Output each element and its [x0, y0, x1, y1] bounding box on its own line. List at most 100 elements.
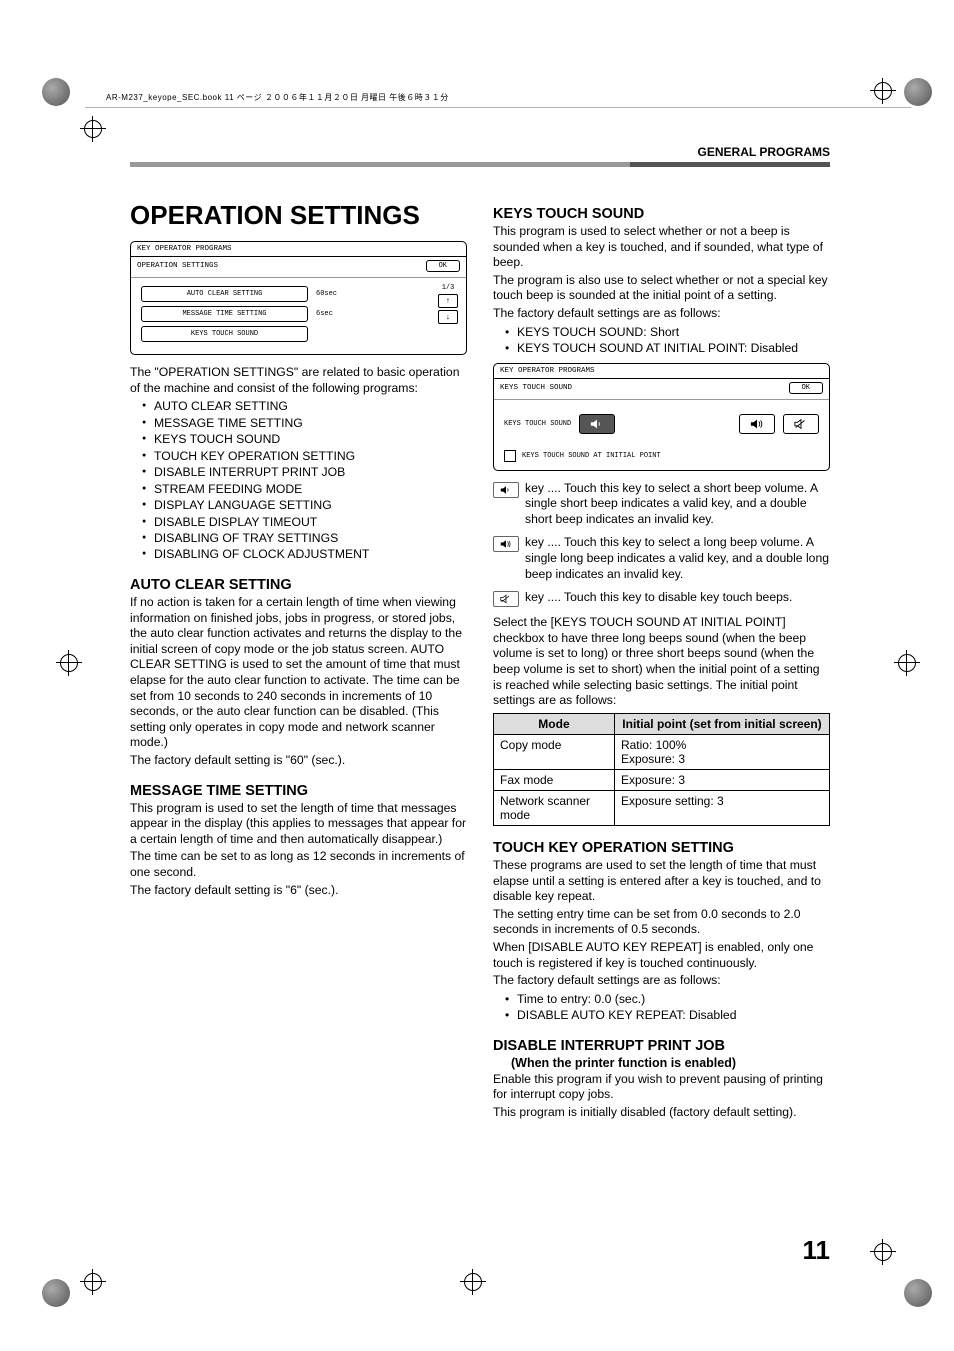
registration-ml [56, 650, 82, 676]
key-text: key .... Touch this key to disable key t… [525, 590, 830, 607]
pager-count: 1/3 [438, 284, 458, 292]
initial-point-table: Mode Initial point (set from initial scr… [493, 713, 830, 826]
section-title-touch-key: TOUCH KEY OPERATION SETTING [493, 840, 830, 856]
registration-bl [80, 1269, 106, 1295]
menu-btn-keys-touch[interactable]: KEYS TOUCH SOUND [141, 326, 308, 342]
body-text: The factory default settings are as foll… [493, 306, 830, 322]
sound-label: KEYS TOUCH SOUND [504, 420, 571, 428]
menu-val: 60sec [316, 290, 456, 298]
body-text: This program is used to set the length o… [130, 801, 467, 848]
list-item: DISPLAY LANGUAGE SETTING [142, 497, 467, 513]
list-item: KEYS TOUCH SOUND [142, 431, 467, 447]
menu-btn-auto-clear[interactable]: AUTO CLEAR SETTING [141, 286, 308, 302]
speaker-short-icon [493, 482, 519, 498]
table-row: Copy mode Ratio: 100% Exposure: 3 [494, 734, 830, 769]
list-item: KEYS TOUCH SOUND: Short [505, 324, 830, 340]
list-item: DISABLE INTERRUPT PRINT JOB [142, 464, 467, 480]
pager-down-button[interactable]: ↓ [438, 310, 458, 324]
panel-title: KEY OPERATOR PROGRAMS [494, 364, 829, 379]
body-text: The setting entry time can be set from 0… [493, 907, 830, 938]
speaker-off-icon [794, 418, 808, 430]
program-list: AUTO CLEAR SETTING MESSAGE TIME SETTING … [142, 398, 467, 563]
header-rule [130, 162, 830, 167]
operation-settings-panel: KEY OPERATOR PROGRAMS OPERATION SETTINGS… [130, 241, 467, 355]
list-item: DISABLING OF CLOCK ADJUSTMENT [142, 546, 467, 562]
body-text: This program is used to select whether o… [493, 224, 830, 271]
section-title-disable-interrupt: DISABLE INTERRUPT PRINT JOB [493, 1038, 830, 1054]
speaker-long-icon [493, 536, 519, 552]
checkbox-row: KEYS TOUCH SOUND AT INITIAL POINT [504, 450, 819, 462]
page-root: AR-M237_keyope_SEC.book 11 ページ ２００６年１１月２… [0, 0, 954, 1351]
sound-short-button[interactable] [579, 414, 615, 434]
list-item: AUTO CLEAR SETTING [142, 398, 467, 414]
ok-button[interactable]: OK [789, 382, 823, 394]
running-head: GENERAL PROGRAMS [698, 145, 830, 159]
ok-button[interactable]: OK [426, 260, 460, 272]
key-text: key .... Touch this key to select a long… [525, 535, 830, 582]
table-header: Initial point (set from initial screen) [614, 713, 829, 734]
content-area: OPERATION SETTINGS KEY OPERATOR PROGRAMS… [130, 200, 830, 1123]
page-number: 11 [803, 1235, 831, 1266]
panel-subhead: OPERATION SETTINGS OK [131, 257, 466, 278]
menu-row: KEYS TOUCH SOUND [141, 326, 456, 342]
sound-row: KEYS TOUCH SOUND [504, 414, 819, 434]
crop-ball-bl [42, 1279, 70, 1307]
section-title-auto-clear: AUTO CLEAR SETTING [130, 577, 467, 593]
key-text: key .... Touch this key to select a shor… [525, 481, 830, 528]
crop-ball-br [904, 1279, 932, 1307]
table-header: Mode [494, 713, 615, 734]
body-text: If no action is taken for a certain leng… [130, 595, 467, 751]
body-text: The factory default setting is "60" (sec… [130, 753, 467, 769]
list-item: TOUCH KEY OPERATION SETTING [142, 448, 467, 464]
panel-title: KEY OPERATOR PROGRAMS [131, 242, 466, 257]
pager: 1/3 ↑ ↓ [438, 284, 458, 324]
table-cell: Exposure: 3 [614, 769, 829, 790]
table-cell: Fax mode [494, 769, 615, 790]
panel-subhead: KEYS TOUCH SOUND OK [494, 379, 829, 400]
table-cell: Network scanner mode [494, 790, 615, 825]
table-row: Fax mode Exposure: 3 [494, 769, 830, 790]
menu-btn-message-time[interactable]: MESSAGE TIME SETTING [141, 306, 308, 322]
table-header-row: Mode Initial point (set from initial scr… [494, 713, 830, 734]
body-text: The factory default settings are as foll… [493, 973, 830, 989]
key-desc-off: key .... Touch this key to disable key t… [493, 590, 830, 607]
speaker-short-icon [590, 418, 604, 430]
registration-br [870, 1239, 896, 1265]
pager-up-button[interactable]: ↑ [438, 294, 458, 308]
panel-body: KEYS TOUCH SOUND [494, 400, 829, 470]
prepress-header: AR-M237_keyope_SEC.book 11 ページ ２００６年１１月２… [106, 92, 891, 103]
body-text: Select the [KEYS TOUCH SOUND AT INITIAL … [493, 615, 830, 709]
body-text: When [DISABLE AUTO KEY REPEAT] is enable… [493, 940, 830, 971]
speaker-long-icon [750, 418, 764, 430]
page-title: OPERATION SETTINGS [130, 200, 467, 231]
registration-mr [894, 650, 920, 676]
body-text: These programs are used to set the lengt… [493, 858, 830, 905]
menu-val: 6sec [316, 310, 456, 318]
registration-tl [80, 116, 106, 142]
sound-long-button[interactable] [739, 414, 775, 434]
menu-row: AUTO CLEAR SETTING 60sec [141, 286, 456, 302]
defaults-list: Time to entry: 0.0 (sec.) DISABLE AUTO K… [505, 991, 830, 1024]
table-cell: Ratio: 100% Exposure: 3 [614, 734, 829, 769]
section-title-message-time: MESSAGE TIME SETTING [130, 783, 467, 799]
speaker-off-icon [493, 591, 519, 607]
body-text: Enable this program if you wish to preve… [493, 1072, 830, 1103]
registration-bc [460, 1269, 486, 1295]
body-text: The program is also use to select whethe… [493, 273, 830, 304]
table-cell: Exposure setting: 3 [614, 790, 829, 825]
sound-off-button[interactable] [783, 414, 819, 434]
table-row: Network scanner mode Exposure setting: 3 [494, 790, 830, 825]
initial-point-checkbox[interactable] [504, 450, 516, 462]
panel-body: AUTO CLEAR SETTING 60sec MESSAGE TIME SE… [131, 278, 466, 354]
section-subtitle: (When the printer function is enabled) [511, 1056, 830, 1070]
defaults-list: KEYS TOUCH SOUND: Short KEYS TOUCH SOUND… [505, 324, 830, 357]
crop-ball-tl [42, 78, 70, 106]
body-text: The factory default setting is "6" (sec.… [130, 883, 467, 899]
menu-row: MESSAGE TIME SETTING 6sec [141, 306, 456, 322]
list-item: STREAM FEEDING MODE [142, 481, 467, 497]
body-text: This program is initially disabled (fact… [493, 1105, 830, 1121]
list-item: Time to entry: 0.0 (sec.) [505, 991, 830, 1007]
section-title-keys-touch: KEYS TOUCH SOUND [493, 206, 830, 222]
key-desc-short: key .... Touch this key to select a shor… [493, 481, 830, 528]
list-item: DISABLE DISPLAY TIMEOUT [142, 514, 467, 530]
